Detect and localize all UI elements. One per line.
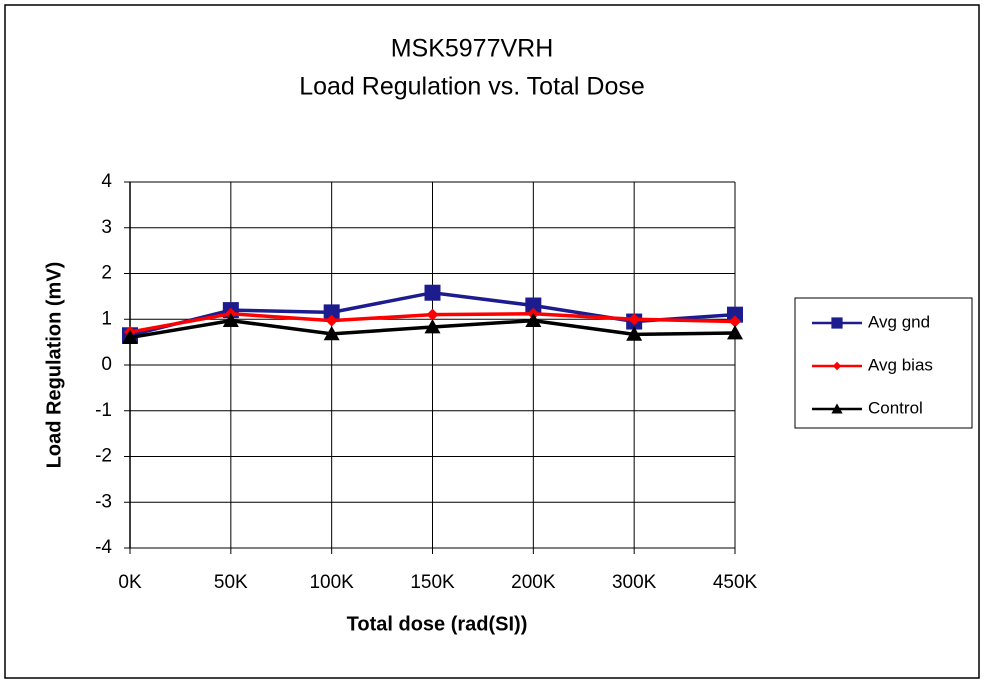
legend-label: Avg gnd xyxy=(868,312,930,331)
marker xyxy=(323,304,340,321)
legend xyxy=(794,297,973,429)
marker xyxy=(426,308,439,321)
chart-title: MSK5977VRH xyxy=(391,35,554,63)
marker xyxy=(222,312,239,328)
marker xyxy=(729,315,741,328)
marker xyxy=(525,312,542,328)
x-tick-label: 50K xyxy=(214,572,248,593)
y-tick-label: -4 xyxy=(95,537,112,558)
x-tick-label: 200K xyxy=(511,572,556,593)
marker xyxy=(323,325,340,341)
legend-label: Control xyxy=(868,398,923,417)
marker xyxy=(424,319,441,334)
y-axis-label: Load Regulation (mV) xyxy=(43,262,65,469)
marker xyxy=(525,297,542,314)
x-tick-label: 100K xyxy=(309,572,354,593)
legend-label: Avg bias xyxy=(868,355,933,374)
marker xyxy=(626,326,643,341)
chart-title: Load Regulation vs. Total Dose xyxy=(299,73,645,101)
y-tick-label: 3 xyxy=(101,217,112,238)
y-tick-label: -2 xyxy=(95,446,112,467)
marker xyxy=(831,403,843,414)
y-tick-label: 0 xyxy=(101,354,112,375)
y-tick-label: 4 xyxy=(101,171,112,192)
y-tick-label: -3 xyxy=(95,491,112,512)
marker xyxy=(325,314,338,327)
marker xyxy=(831,317,843,329)
marker xyxy=(628,313,641,326)
y-tick-label: 2 xyxy=(101,263,112,284)
y-tick-label: 1 xyxy=(101,308,112,329)
marker xyxy=(727,306,743,323)
marker xyxy=(727,324,743,340)
y-tick-label: -1 xyxy=(95,400,112,421)
marker xyxy=(424,284,441,301)
x-tick-label: 300K xyxy=(612,572,657,593)
x-tick-label: 0K xyxy=(118,572,142,593)
marker xyxy=(832,361,842,371)
x-tick-label: 150K xyxy=(410,572,455,593)
x-axis-label: Total dose (rad(SI)) xyxy=(347,613,528,635)
x-tick-label: 450K xyxy=(713,572,758,593)
marker xyxy=(122,329,138,344)
